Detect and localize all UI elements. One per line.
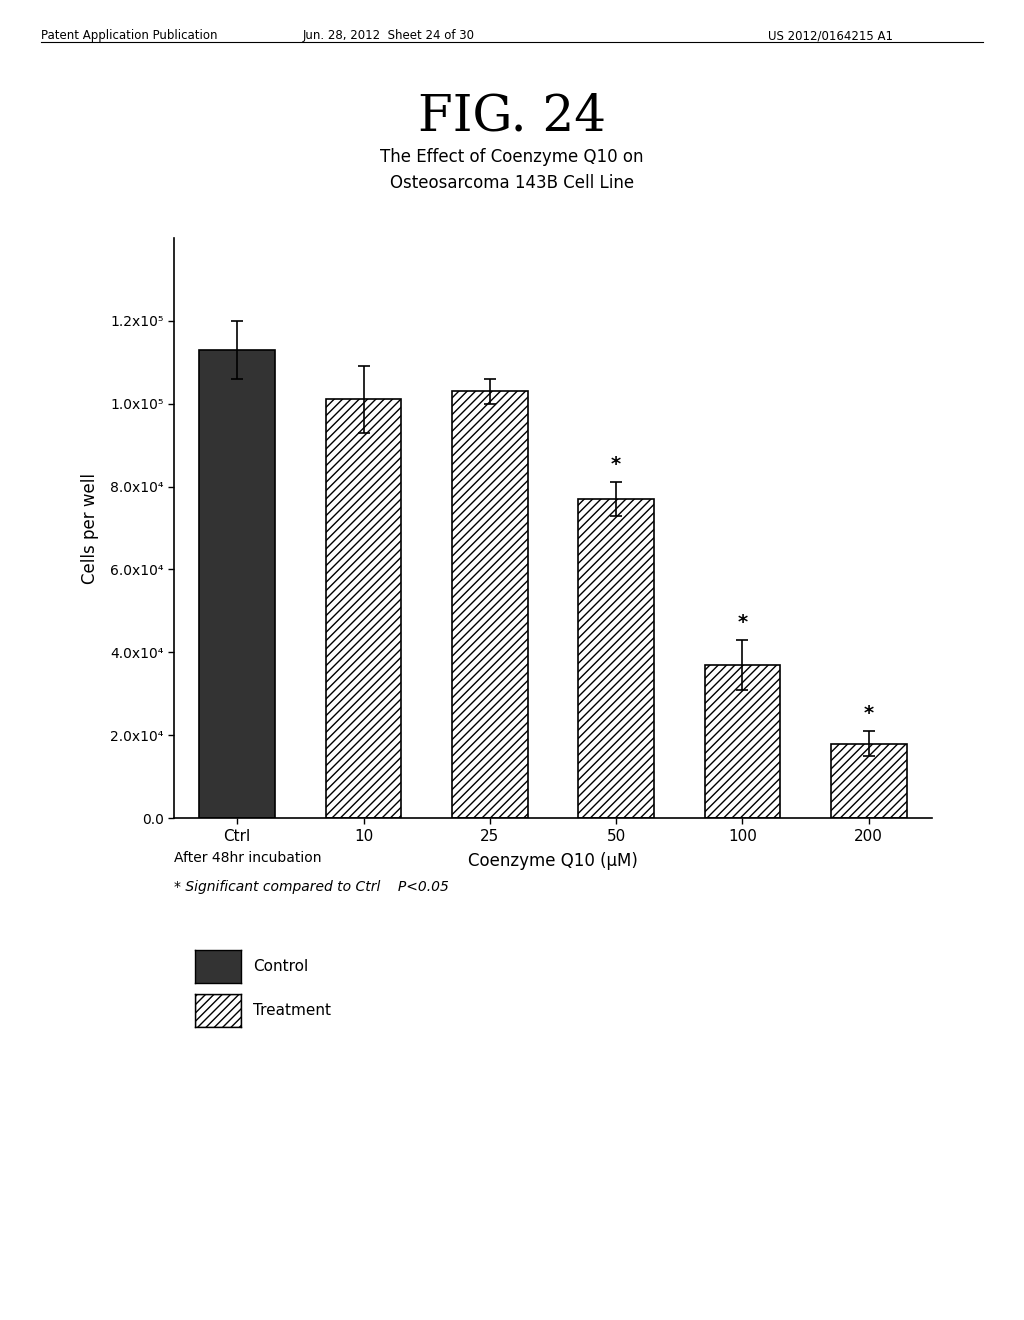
Text: *: * [611, 455, 622, 474]
Text: Treatment: Treatment [253, 1003, 331, 1018]
Text: Jun. 28, 2012  Sheet 24 of 30: Jun. 28, 2012 Sheet 24 of 30 [303, 29, 475, 42]
Text: FIG. 24: FIG. 24 [418, 92, 606, 141]
Bar [326, 400, 401, 818]
Text: Osteosarcoma 143B Cell Line: Osteosarcoma 143B Cell Line [390, 174, 634, 193]
X-axis label: Coenzyme Q10 (μM): Coenzyme Q10 (μM) [468, 853, 638, 870]
Text: The Effect of Coenzyme Q10 on: The Effect of Coenzyme Q10 on [380, 148, 644, 166]
Text: * Significant compared to Ctrl    P<0.05: * Significant compared to Ctrl P<0.05 [174, 880, 449, 895]
Text: Patent Application Publication: Patent Application Publication [41, 29, 217, 42]
Text: *: * [863, 704, 873, 723]
Bar [579, 499, 654, 818]
Text: US 2012/0164215 A1: US 2012/0164215 A1 [768, 29, 893, 42]
Bar [705, 665, 780, 818]
Bar [200, 350, 275, 818]
Y-axis label: Cells per well: Cells per well [81, 473, 99, 583]
Bar [452, 391, 527, 818]
Bar [830, 743, 906, 818]
Text: Control: Control [253, 960, 308, 974]
Text: After 48hr incubation: After 48hr incubation [174, 851, 322, 866]
Text: *: * [737, 612, 748, 632]
